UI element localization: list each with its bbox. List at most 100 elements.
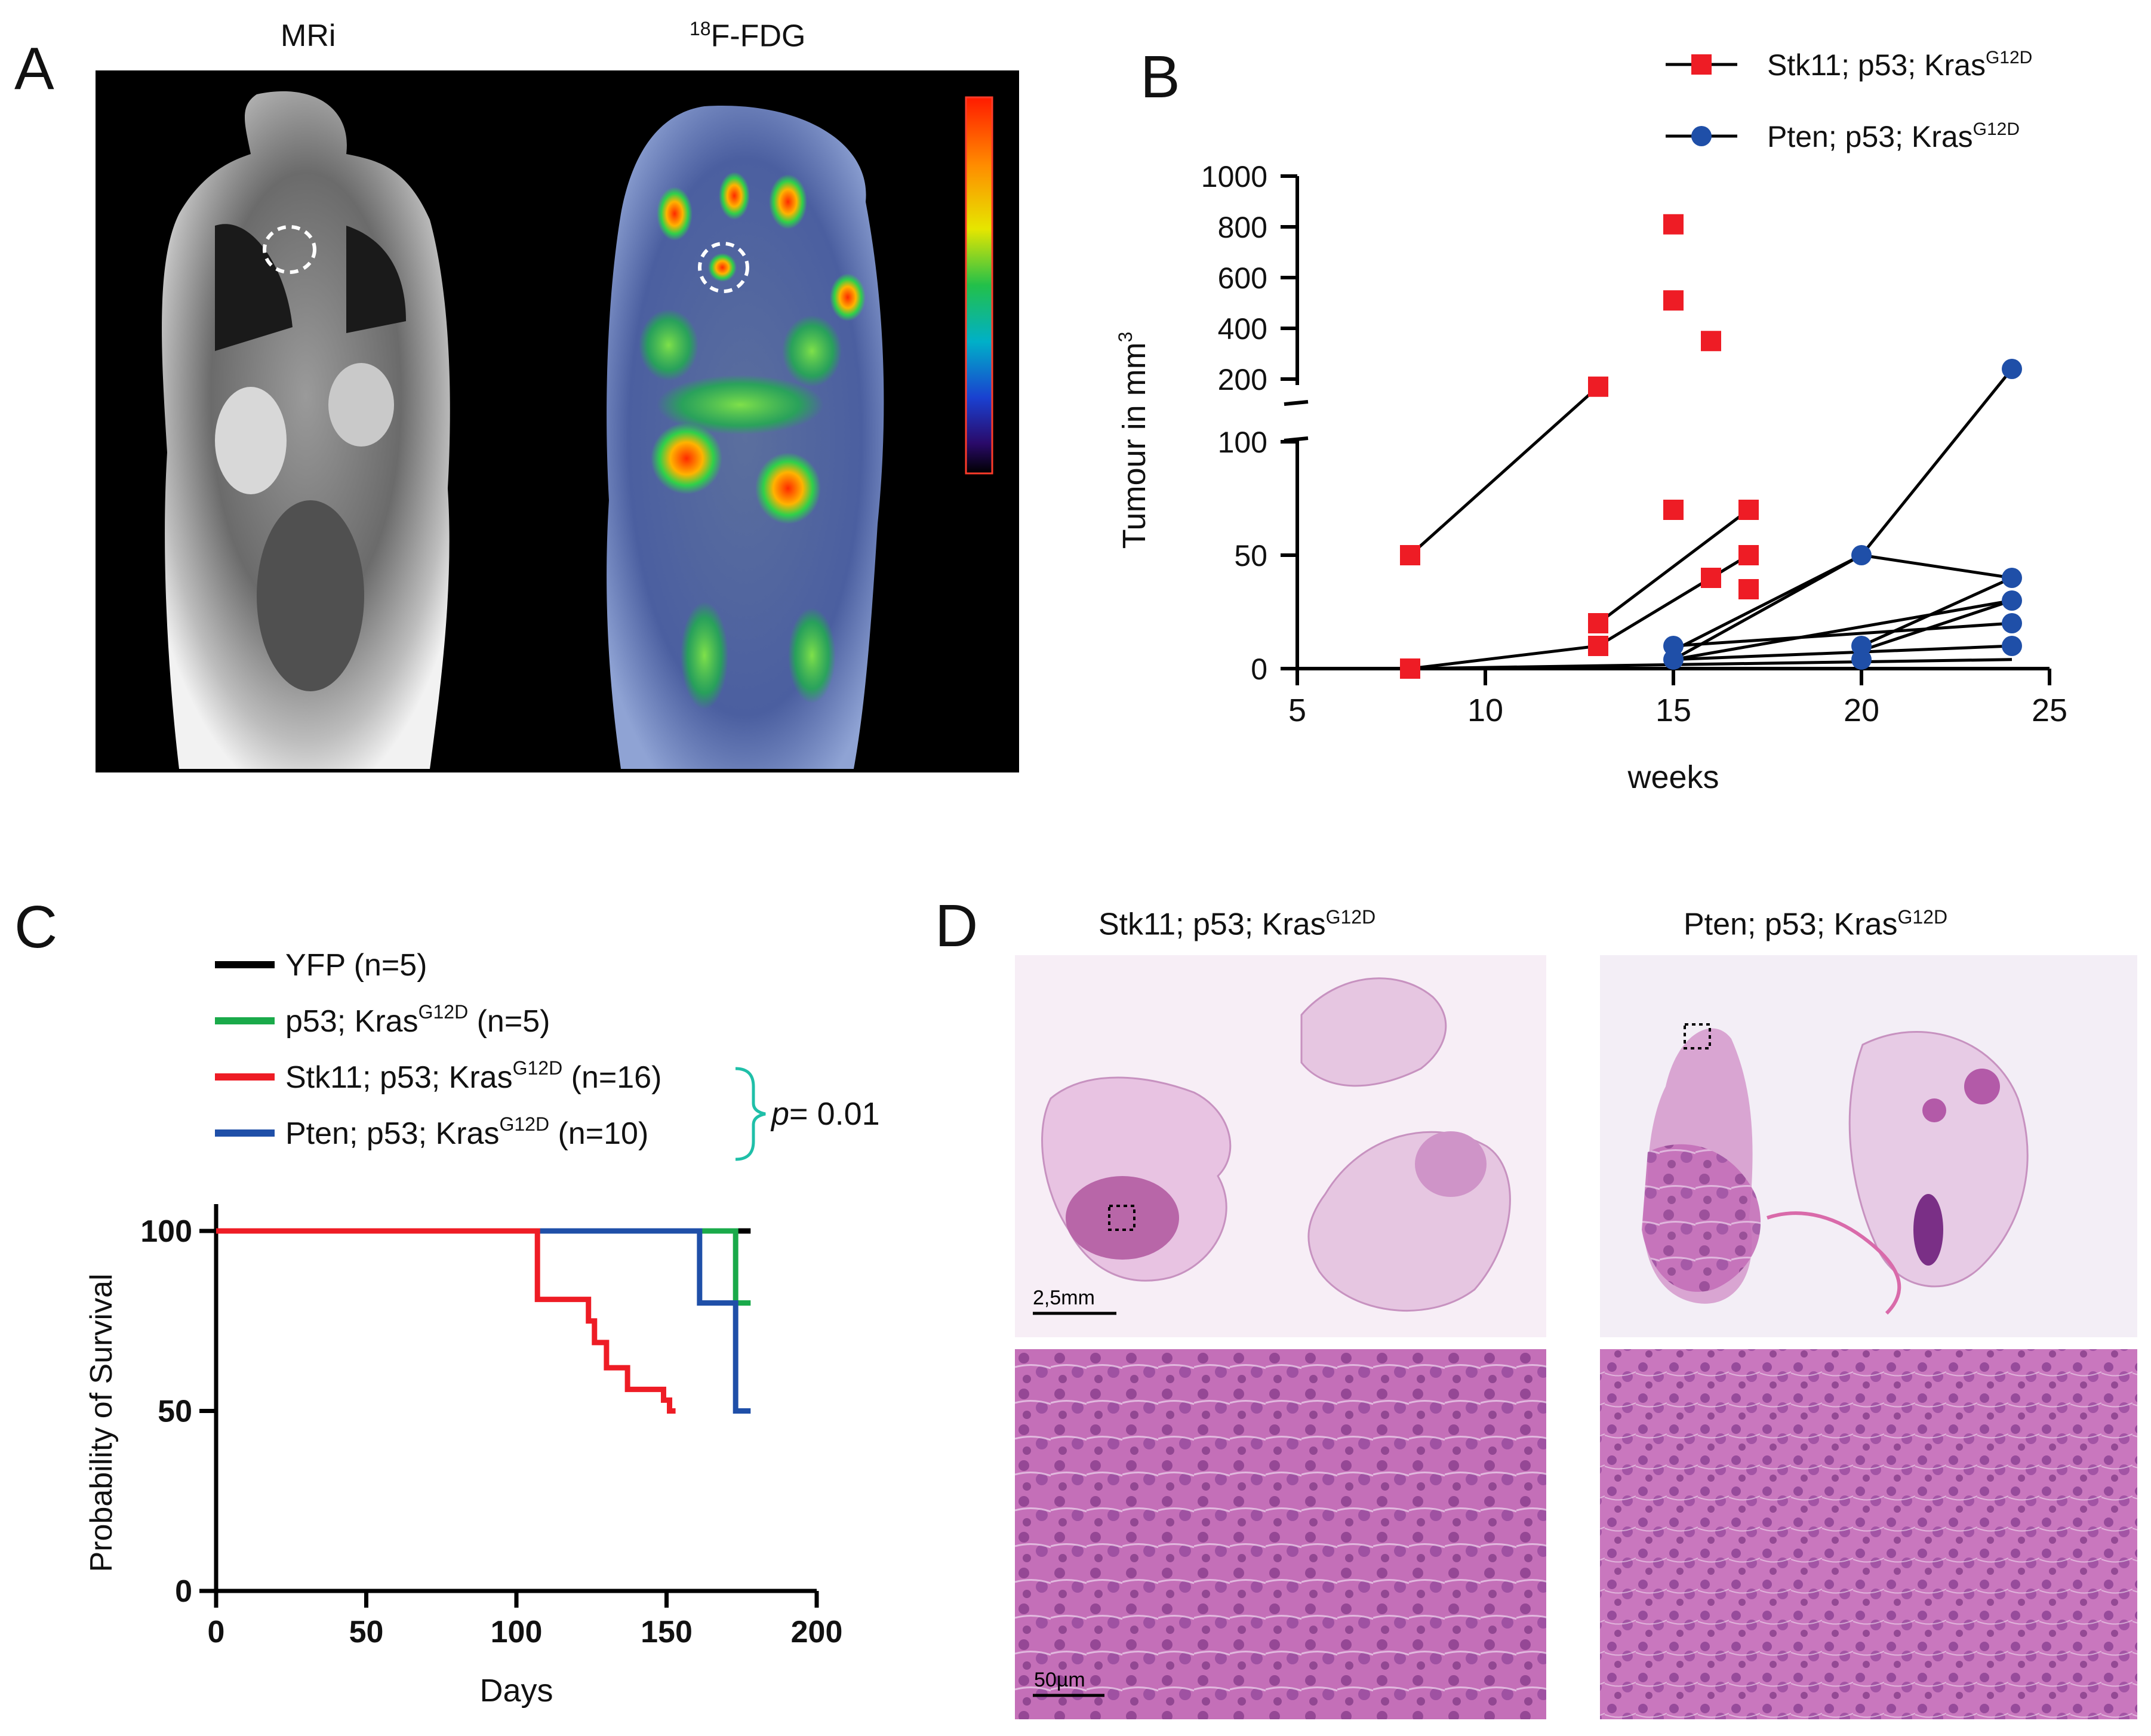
scale-bar-bottom-label: 50µm (1034, 1669, 1085, 1691)
chart-c-legend-label: Pten; p53; KrasG12D (n=10) (285, 1113, 648, 1151)
chart-c-x-tick-label: 50 (349, 1615, 384, 1649)
chart-b-x-tick-label: 20 (1844, 692, 1879, 728)
histology-stk11-highmag (1015, 1349, 1546, 1719)
chart-b-point-stk11 (1400, 658, 1420, 679)
mri-pet-illustration (162, 91, 993, 769)
chart-b-point-stk11 (1663, 500, 1684, 520)
chart-b-y-axis-label: Tumour in mm3 (1115, 332, 1152, 549)
histology-pten-highmag (1600, 1349, 2137, 1719)
chart-b-connector-line (1673, 621, 2012, 648)
chart-b-point-pten (2002, 636, 2022, 656)
chart-c-legend-label: YFP (n=5) (285, 948, 427, 983)
chart-c-legend-label: p53; KrasG12D (n=5) (285, 1001, 550, 1039)
chart-b-point-pten (2002, 613, 2022, 633)
chart-b-x-tick-label: 10 (1467, 692, 1503, 728)
chart-b-legend-label: Pten; p53; KrasG12D (1767, 119, 2020, 153)
chart-c-y-axis-label: Probability of Survival (84, 1274, 119, 1572)
chart-c-series-2 (216, 1228, 676, 1414)
chart-b-point-stk11 (1663, 214, 1684, 235)
chart-b-y-tick-label: 50 (1234, 539, 1267, 572)
panel-d-title-stk11-sup: G12D (1325, 906, 1376, 928)
mri-pet-image-frame (96, 70, 1019, 772)
panel-b-letter: B (1140, 44, 1180, 110)
pet-colour-scale-bar (965, 96, 993, 475)
chart-b-point-pten (2002, 568, 2022, 588)
chart-b-point-pten (1663, 649, 1684, 670)
chart-b-connector-line (1861, 553, 2012, 580)
panel-a-title-fdg: 18F-FDG (690, 18, 805, 54)
chart-c-series-3 (216, 1228, 751, 1414)
panel-c-letter: C (14, 894, 58, 961)
chart-b-y-tick-label: 200 (1218, 363, 1267, 396)
chart-b-connector-line (1409, 385, 1599, 556)
chart-b-connector-line (1410, 644, 1599, 670)
panel-d-letter: D (935, 892, 978, 959)
chart-c-x-tick-label: 150 (641, 1615, 693, 1649)
chart-b-y-tick-label: 100 (1218, 426, 1267, 459)
chart-c-pvalue-bracket (735, 1067, 766, 1161)
chart-c-x-tick-label: 0 (208, 1615, 225, 1649)
chart-b-connector-line (1673, 644, 2012, 661)
panel-d-title-pten-main: Pten; p53; Kras (1684, 907, 1898, 942)
mri-tumour-circle (263, 225, 316, 274)
chart-b-connector-line (1861, 599, 2012, 652)
chart-b-legend-label: Stk11; p53; KrasG12D (1767, 48, 2032, 82)
chart-b-point-stk11 (1701, 331, 1721, 352)
chart-b-x-tick-label: 15 (1655, 692, 1691, 728)
chart-c-y-tick-label: 100 (140, 1214, 192, 1249)
fdg-superscript: 18 (690, 18, 711, 39)
chart-b-point-stk11 (1588, 636, 1608, 656)
chart-b-connector-line (1597, 553, 1750, 648)
chart-b-point-stk11 (1663, 290, 1684, 311)
chart-c-x-tick-label: 100 (491, 1615, 543, 1649)
chart-b-point-pten (2002, 359, 2022, 379)
panel-d-title-pten-sup: G12D (1897, 906, 1948, 928)
chart-b-axis-break-mark (1284, 400, 1309, 406)
chart-c-legend-label: Stk11; p53; KrasG12D (n=16) (285, 1057, 661, 1095)
chart-b-connector-line (1673, 599, 2012, 661)
chart-b-point-stk11 (1400, 545, 1420, 565)
chart-b-point-stk11 (1588, 376, 1608, 397)
chart-b-x-tick-label: 25 (2032, 692, 2067, 728)
chart-b-y-tick-label: 800 (1218, 211, 1267, 244)
zoom-box-stk11 (1108, 1205, 1135, 1231)
chart-b-point-pten (2002, 590, 2022, 611)
panel-d-title-stk11-main: Stk11; p53; Kras (1098, 907, 1326, 942)
fdg-label: F-FDG (710, 19, 806, 54)
panel-a-letter: A (14, 35, 54, 102)
chart-b-connector-line (1672, 553, 1863, 652)
chart-b-point-pten (1851, 649, 1872, 670)
pet-tumour-circle (698, 242, 749, 293)
chart-b-y-tick-label: 0 (1251, 652, 1267, 686)
chart-c-series-1 (216, 1228, 751, 1306)
histology-panels: 2,5mm 50µm (1015, 955, 2137, 1719)
chart-c-y-tick-label: 0 (175, 1574, 192, 1609)
panel-a-title-mri: MRi (281, 19, 336, 53)
chart-b-point-stk11 (1701, 568, 1721, 588)
chart-b-point-stk11 (1738, 500, 1759, 520)
chart-b-x-axis-label: weeks (1627, 759, 1719, 795)
chart-b-connector-line (1860, 576, 2013, 648)
panel-d-title-stk11: Stk11; p53; KrasG12D (1098, 906, 1375, 942)
scale-bar-top-label: 2,5mm (1033, 1286, 1095, 1309)
chart-b-point-stk11 (1738, 579, 1759, 599)
chart-b-legend-marker (1691, 54, 1712, 75)
chart-b-connector-line (1860, 368, 2013, 556)
chart-b-legend-marker (1691, 126, 1712, 146)
chart-b-y-tick-label: 600 (1218, 261, 1267, 295)
panel-c-chart: YFP (n=5) p53; KrasG12D (n=5) Stk11; p53; … (84, 948, 880, 1709)
chart-b-x-tick-label: 5 (1288, 692, 1306, 728)
chart-b-connector-line (1597, 509, 1750, 624)
zoom-box-pten (1684, 1023, 1711, 1049)
chart-c-y-tick-label: 50 (158, 1395, 192, 1429)
chart-b-y-tick-label: 400 (1218, 312, 1267, 346)
chart-c-pvalue: p= 0.01 (770, 1096, 880, 1132)
chart-b-point-pten (1851, 545, 1872, 565)
panel-d-title-pten: Pten; p53; KrasG12D (1684, 906, 1947, 942)
chart-b-point-stk11 (1738, 545, 1759, 565)
chart-b-y-tick-label: 1000 (1201, 160, 1267, 193)
chart-c-x-axis-label: Days (479, 1673, 553, 1709)
chart-b-point-stk11 (1588, 613, 1608, 633)
chart-b-connector-line (1410, 658, 2012, 670)
